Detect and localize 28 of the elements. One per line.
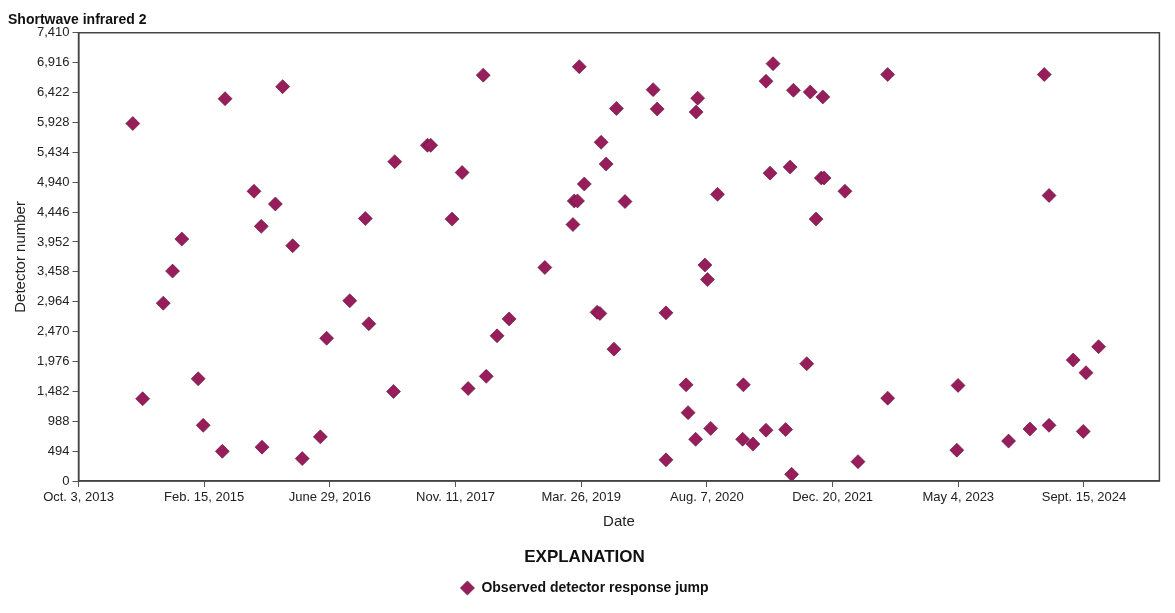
- y-tick-label: 4,446: [36, 203, 70, 219]
- legend-label: Observed detector response jump: [481, 578, 709, 595]
- y-tick-label: 2,964: [36, 293, 70, 309]
- y-tick-label: 1,482: [36, 382, 70, 398]
- x-tick-label: Aug. 7, 2020: [670, 489, 744, 505]
- x-tick-label: Nov. 11, 2017: [416, 489, 496, 505]
- y-tick-label: 5,434: [36, 143, 70, 159]
- x-tick-label: Sept. 15, 2024: [1041, 489, 1127, 505]
- y-tick-label: 3,458: [36, 263, 70, 279]
- y-tick-label: 5,928: [36, 114, 70, 130]
- x-tick-label: Feb. 15, 2015: [164, 489, 245, 505]
- y-tick-label: 494: [47, 442, 70, 458]
- y-tick-label: 1,976: [36, 353, 70, 369]
- x-tick-label: Oct. 3, 2013: [43, 489, 114, 505]
- x-axis-title: Date: [603, 511, 635, 529]
- x-tick-label: Mar. 26, 2019: [541, 489, 622, 505]
- y-tick-label: 4,940: [36, 173, 70, 189]
- y-tick-label: 3,952: [36, 233, 70, 249]
- y-tick-label: 988: [47, 412, 70, 428]
- x-tick-label: May 4, 2023: [922, 489, 995, 505]
- legend-title: EXPLANATION: [524, 546, 645, 566]
- y-tick-label: 6,422: [36, 84, 70, 100]
- x-tick-label: June 29, 2016: [288, 489, 372, 505]
- y-tick-label: 2,470: [36, 323, 70, 339]
- x-tick-label: Dec. 20, 2021: [792, 489, 874, 505]
- y-axis-title: Detector number: [11, 201, 29, 313]
- y-tick-label: 0: [62, 472, 70, 488]
- y-tick-label: 6,916: [36, 54, 70, 70]
